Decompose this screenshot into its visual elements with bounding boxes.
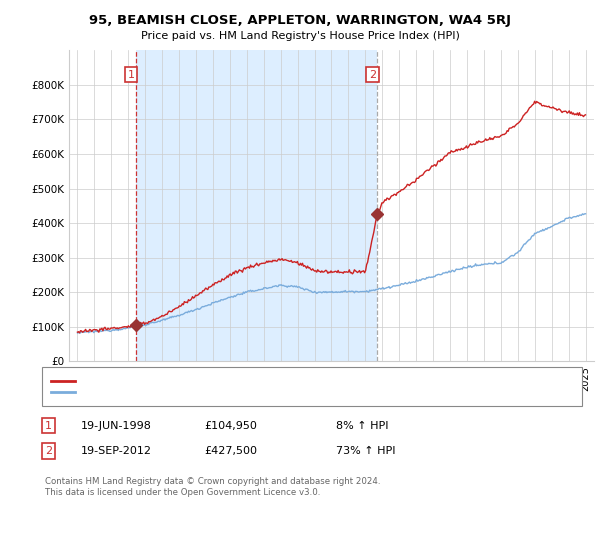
Text: 2: 2 — [369, 69, 376, 80]
Text: Contains HM Land Registry data © Crown copyright and database right 2024.
This d: Contains HM Land Registry data © Crown c… — [45, 477, 380, 497]
Text: 73% ↑ HPI: 73% ↑ HPI — [336, 446, 395, 456]
Text: 95, BEAMISH CLOSE, APPLETON, WARRINGTON, WA4 5RJ (detached house): 95, BEAMISH CLOSE, APPLETON, WARRINGTON,… — [81, 376, 469, 386]
Bar — [136, 50, 377, 361]
Text: 95, BEAMISH CLOSE, APPLETON, WARRINGTON, WA4 5RJ: 95, BEAMISH CLOSE, APPLETON, WARRINGTON,… — [89, 14, 511, 27]
Text: 19-SEP-2012: 19-SEP-2012 — [81, 446, 152, 456]
Text: HPI: Average price, detached house, Warrington: HPI: Average price, detached house, Warr… — [81, 387, 332, 397]
Text: 1: 1 — [45, 421, 52, 431]
Text: £104,950: £104,950 — [204, 421, 257, 431]
Text: 19-JUN-1998: 19-JUN-1998 — [81, 421, 152, 431]
Text: 8% ↑ HPI: 8% ↑ HPI — [336, 421, 389, 431]
Text: 1: 1 — [127, 69, 134, 80]
Text: Price paid vs. HM Land Registry's House Price Index (HPI): Price paid vs. HM Land Registry's House … — [140, 31, 460, 41]
Text: 2: 2 — [45, 446, 52, 456]
Text: £427,500: £427,500 — [204, 446, 257, 456]
